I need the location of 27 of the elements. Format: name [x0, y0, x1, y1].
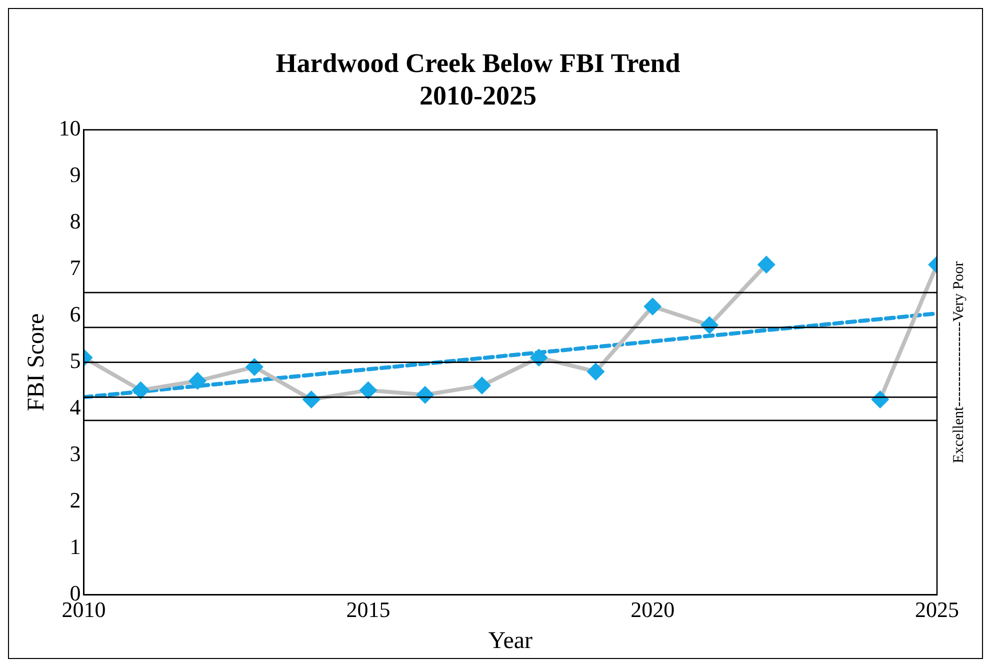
- y-tick-label: 1: [70, 534, 81, 560]
- point: [644, 298, 662, 316]
- y-tick-label: 9: [70, 162, 81, 188]
- point: [245, 358, 264, 376]
- point: [472, 376, 491, 395]
- y-tick-label: 8: [70, 208, 81, 234]
- y-tick-label: 7: [70, 255, 81, 280]
- y-tick-label: 2: [70, 488, 81, 513]
- text: Excellent-----------------Very Poor: [950, 261, 967, 464]
- x-tick-label: 2015: [346, 596, 390, 622]
- point: [586, 362, 605, 381]
- y-tick-label: 10: [58, 116, 81, 141]
- point: [359, 381, 378, 400]
- y-tick-label: 4: [70, 394, 81, 420]
- point: [132, 381, 150, 400]
- y-tick-label: 5: [70, 348, 81, 374]
- x-axis-title: Year: [488, 628, 533, 654]
- y-tick-label: 6: [70, 302, 81, 327]
- point: [188, 372, 207, 390]
- point: [700, 316, 718, 334]
- chart-title: Hardwood Creek Below FBI Trend 2010-2025: [276, 48, 680, 111]
- x-tick-label: 2025: [915, 596, 959, 622]
- y-tick-label: 3: [70, 441, 81, 466]
- point: [757, 256, 776, 274]
- point: [530, 348, 548, 367]
- x-tick-label: 2020: [630, 596, 675, 622]
- y-axis-title: FBI Score: [24, 313, 50, 412]
